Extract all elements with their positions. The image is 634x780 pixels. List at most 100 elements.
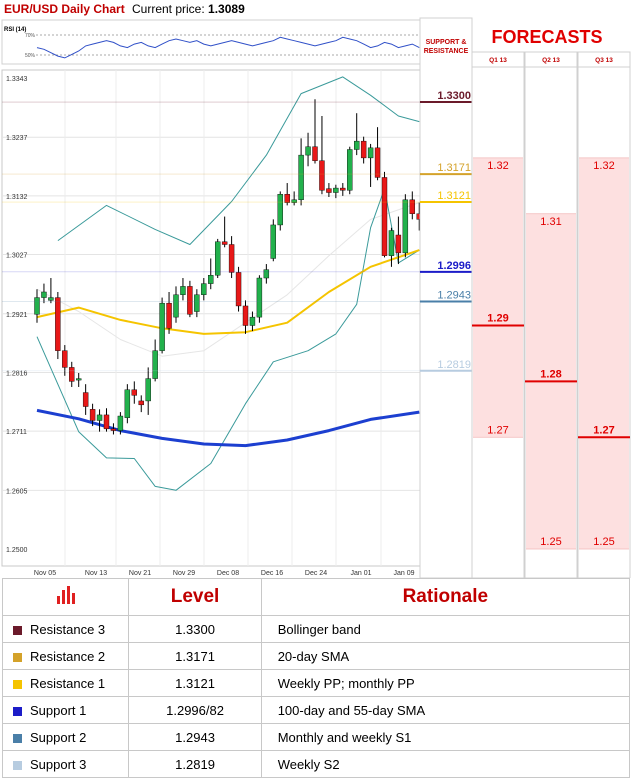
candle-body <box>298 154 304 201</box>
candle-body <box>305 146 311 156</box>
rsi-label: RSI (14) <box>4 27 26 33</box>
forecast-value-label: 1.29 <box>487 313 508 325</box>
sr-level-label: 1.3121 <box>437 190 471 202</box>
table-row: Support 2 1.2943 Monthly and weekly S1 <box>1 723 631 751</box>
x-tick-label: Nov 05 <box>34 570 56 577</box>
forecast-value-label: 1.32 <box>593 160 614 172</box>
forecast-value-label: 1.27 <box>487 424 508 436</box>
sr-column <box>419 17 473 578</box>
level-name: Support 1 <box>30 702 87 718</box>
level-value: 1.3300 <box>128 615 262 643</box>
level-rationale: Monthly and weekly S1 <box>260 723 631 751</box>
level-rationale: 100-day and 55-day SMA <box>260 696 631 724</box>
x-tick-label: Dec 08 <box>217 570 239 577</box>
level-header: Level <box>128 578 262 616</box>
candle-body <box>89 409 96 421</box>
forecast-value-label: 1.28 <box>540 368 561 380</box>
table-row: Resistance 2 1.3171 20-day SMA <box>1 642 631 670</box>
y-tick-label: 1.2711 <box>6 429 27 436</box>
y-tick-label: 1.3343 <box>6 76 28 83</box>
candle-body <box>221 241 228 245</box>
level-name-cell: Support 1 <box>1 696 130 724</box>
candle-body <box>82 392 89 407</box>
level-name-cell: Support 2 <box>1 723 130 751</box>
levels-table: Level Rationale Resistance 3 1.3300 Bollin… <box>1 578 631 778</box>
candle-body <box>48 297 54 301</box>
line-55-day-sma <box>36 249 420 335</box>
candle-body <box>96 414 103 421</box>
forecast-columns: Q1 13 1.32 1.29 1.27 Q2 13 1.31 1.28 1.25 Q3 13 1… <box>471 51 631 578</box>
level-name: Resistance 2 <box>30 648 106 664</box>
level-rationale: Bollinger band <box>260 615 631 643</box>
table-row: Resistance 3 1.3300 Bollinger band <box>1 615 631 643</box>
forecast-quarter-label: Q3 13 <box>595 57 613 64</box>
sr-levels: 1.3300 1.3171 1.3121 1.2996 1.2943 1.2819 <box>2 90 472 372</box>
table-row: Support 3 1.2819 Weekly S2 <box>1 750 631 778</box>
candle-body <box>277 194 283 226</box>
line-bollinger-upper <box>57 76 420 245</box>
candle-body <box>270 224 276 259</box>
level-name: Resistance 1 <box>30 675 106 691</box>
candle-body <box>62 350 68 368</box>
sr-level-label: 1.2819 <box>437 359 471 371</box>
x-tick-label: Jan 09 <box>393 570 414 577</box>
candle-body <box>291 199 297 203</box>
line-bollinger-lower <box>36 188 420 491</box>
y-axis: 1.3343 1.3237 1.3132 1.3027 1.2921 1.2816 1.27… <box>6 76 28 554</box>
level-value: 1.2996/82 <box>128 696 262 724</box>
table-icon-cell <box>1 578 130 616</box>
level-value: 1.3121 <box>128 669 262 697</box>
forecast-quarter-label: Q1 13 <box>489 57 507 64</box>
x-tick-label: Dec 16 <box>261 570 283 577</box>
candle-body <box>194 294 200 312</box>
candle-body <box>75 378 82 381</box>
x-tick-label: Nov 21 <box>129 570 151 577</box>
candle-body <box>180 286 186 295</box>
candle-body <box>173 294 179 318</box>
rsi-high-label: 70% <box>25 33 36 39</box>
candle-body <box>124 389 131 418</box>
candle-body <box>159 302 165 351</box>
level-rationale: 20-day SMA <box>260 642 631 670</box>
candle-body <box>187 286 193 315</box>
forecast-value-label: 1.25 <box>593 536 614 548</box>
x-tick-label: Nov 29 <box>173 570 195 577</box>
line-20-day-sma <box>36 202 420 357</box>
y-tick-label: 1.2816 <box>6 370 28 377</box>
candle-body <box>360 140 367 159</box>
candle-body <box>263 269 270 279</box>
level-color-swatch <box>13 733 22 743</box>
candle-body <box>242 305 249 326</box>
x-axis: Nov 05 Nov 13 Nov 21 Nov 29 Dec 08 Dec 16 Dec … <box>34 570 415 577</box>
candle-body <box>340 187 346 191</box>
rsi-panel <box>1 19 421 65</box>
level-name: Support 3 <box>30 756 87 772</box>
level-color-swatch <box>13 652 22 662</box>
candle-body <box>110 428 117 431</box>
level-name: Support 2 <box>30 729 87 745</box>
level-name-cell: Resistance 2 <box>1 642 130 670</box>
table-row: Support 1 1.2996/82 100-day and 55-day SMA <box>1 696 631 724</box>
candle-body <box>326 188 332 193</box>
candle-body <box>381 177 388 256</box>
forecast-value-label: 1.31 <box>540 216 561 228</box>
rsi-line <box>36 36 420 59</box>
candle-body <box>388 230 395 256</box>
candle-body <box>319 160 325 191</box>
forecasts-title: FORECASTS <box>491 27 602 47</box>
table-row: Resistance 1 1.3121 Weekly PP; monthly PP <box>1 669 631 697</box>
y-tick-label: 1.2605 <box>6 488 28 495</box>
candle-body <box>347 149 353 191</box>
x-tick-label: Jan 01 <box>350 570 371 577</box>
rsi-low-label: 50% <box>25 53 36 59</box>
candle-body <box>312 146 318 161</box>
forecast-quarter-label: Q2 13 <box>542 57 560 64</box>
candle-body <box>145 378 151 402</box>
y-tick-label: 1.3237 <box>6 135 28 142</box>
price-label: Current price: <box>132 2 205 16</box>
level-name-cell: Resistance 1 <box>1 669 130 697</box>
candle-body <box>374 147 381 178</box>
candle-body <box>228 244 235 273</box>
candle-body <box>208 275 214 284</box>
candle-body <box>138 400 144 406</box>
